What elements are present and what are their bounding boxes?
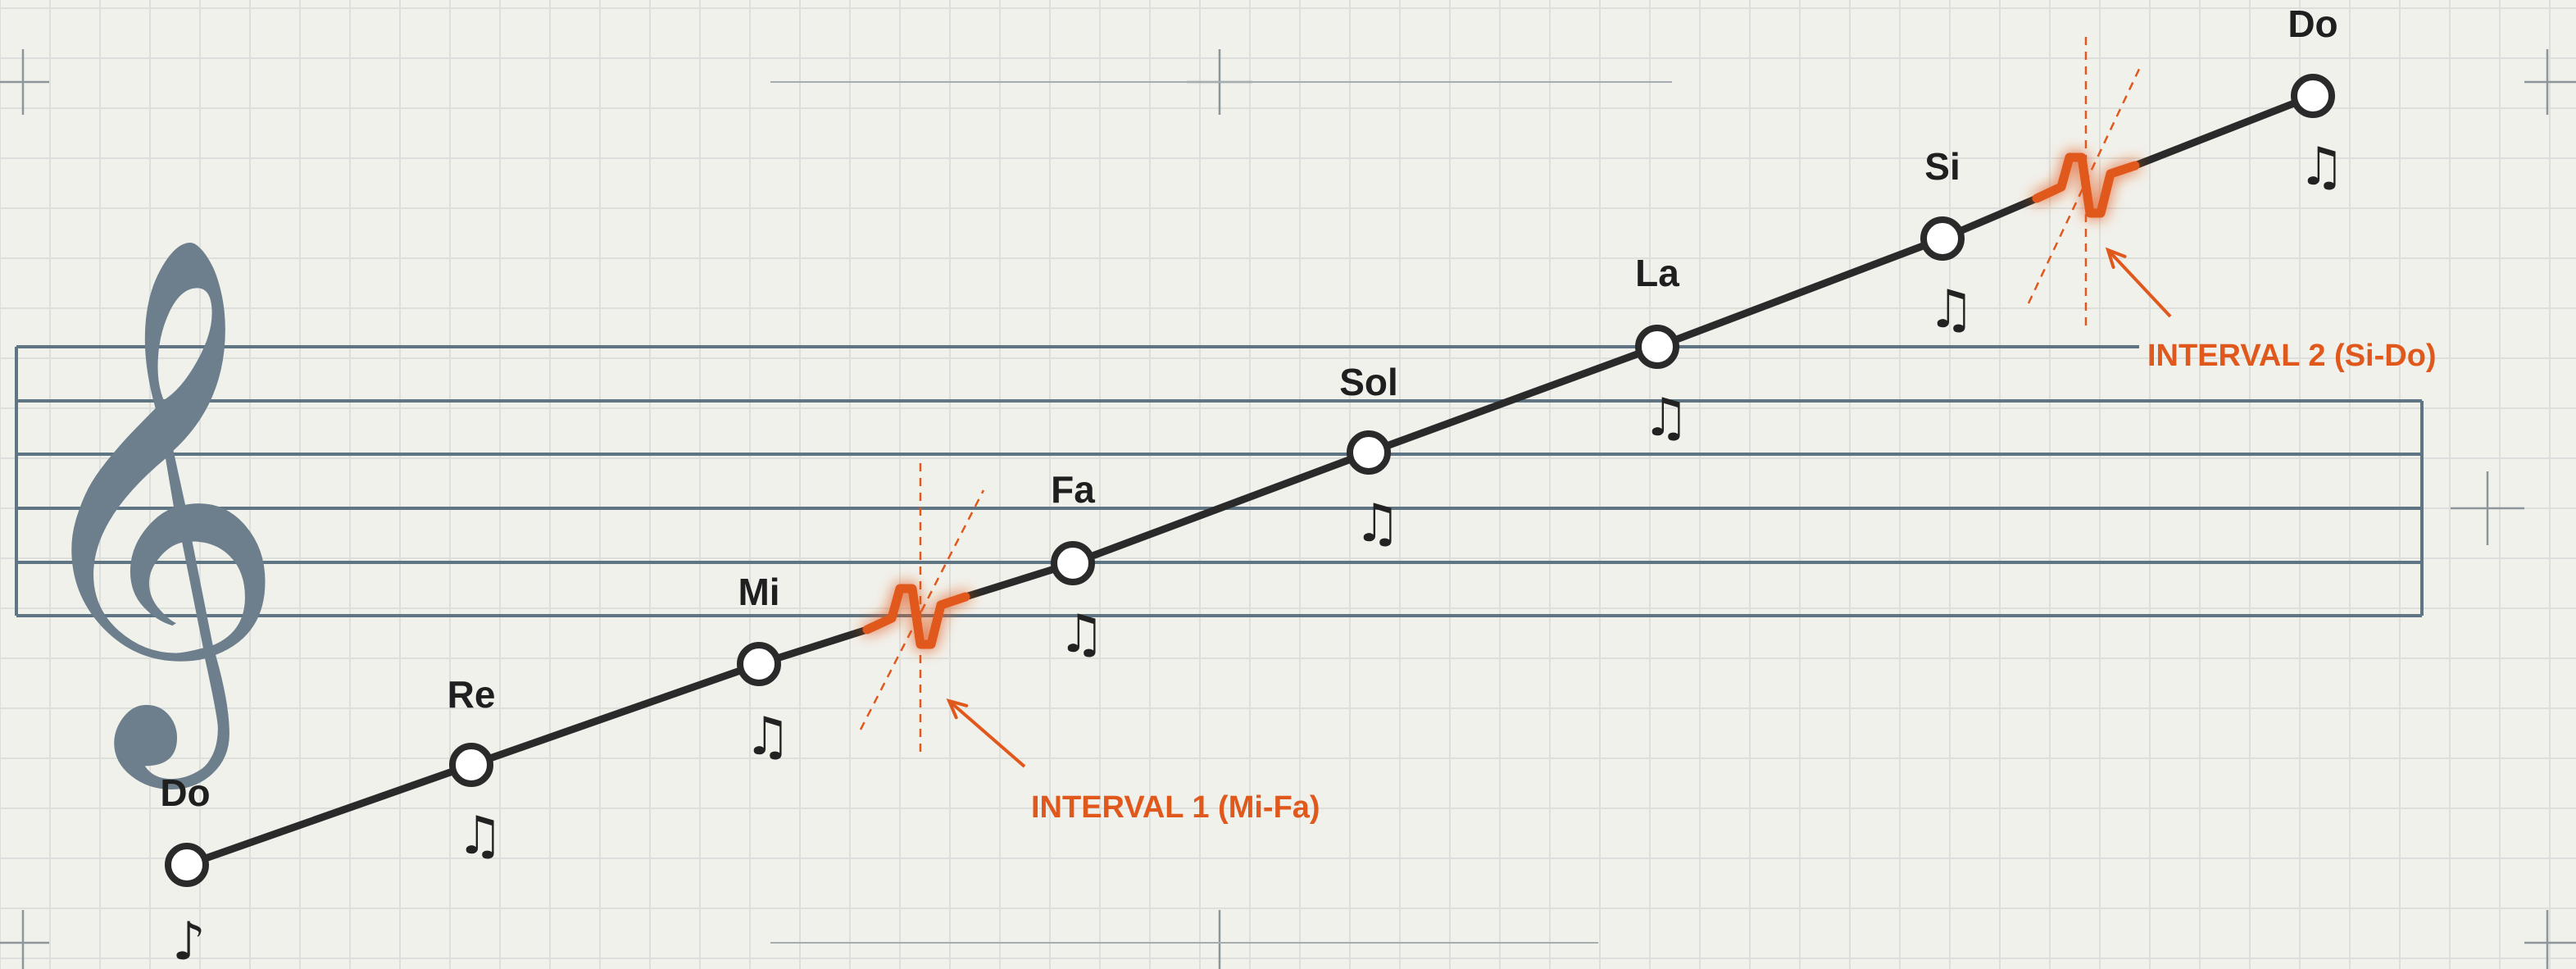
note-node — [737, 642, 781, 686]
note-label: Si — [1924, 145, 1960, 188]
interval-label: INTERVAL 1 (Mi-Fa) — [1031, 790, 1320, 825]
callout-arrow — [947, 699, 1026, 768]
note-node — [449, 743, 493, 787]
arrow-head-icon — [946, 698, 969, 720]
music-note-icon: ♫ — [1058, 604, 1105, 665]
music-staff — [15, 345, 2424, 617]
arrow-head-icon — [2105, 247, 2127, 269]
scale-segment — [1365, 343, 1661, 457]
scale-note: Re ♫ — [448, 673, 504, 867]
music-note-icon: ♫ — [744, 707, 791, 767]
scale-segment — [2131, 92, 2317, 170]
note-node — [1920, 216, 1965, 261]
registration-marks — [0, 49, 2576, 969]
music-note-icon: ♫ — [1928, 280, 1974, 340]
treble-clef-icon: 𝄞 — [16, 230, 288, 792]
scale-segment — [467, 660, 763, 769]
scale-note: La ♫ — [1635, 252, 1689, 448]
scale-note: Mi ♫ — [737, 571, 791, 767]
note-label: Do — [2288, 2, 2337, 45]
interval-callout: INTERVAL 2 (Si-Do) — [2105, 247, 2437, 373]
note-label: Mi — [738, 571, 779, 613]
note-node — [165, 843, 209, 887]
music-note-icon: ♫ — [1642, 388, 1689, 448]
note-label: Re — [448, 673, 496, 716]
interval-zigzag — [2032, 152, 2140, 218]
note-node — [1051, 541, 1095, 585]
music-note-icon: ♫ — [2298, 137, 2345, 198]
interval-callouts: INTERVAL 1 (Mi-Fa) INTERVAL 2 (Si-Do) — [946, 247, 2437, 825]
music-note-icon: ♪ — [172, 912, 206, 969]
scale-segment — [1653, 234, 1947, 351]
scale-note: Do ♪ — [160, 771, 210, 969]
scale-note: Do ♫ — [2288, 2, 2345, 198]
scale-segment — [1069, 448, 1373, 567]
note-label: Fa — [1051, 468, 1095, 511]
note-label: Do — [160, 771, 210, 814]
callout-arrow — [2106, 248, 2172, 318]
scale-note: Fa ♫ — [1051, 468, 1105, 665]
note-label: Sol — [1339, 361, 1398, 403]
scale-notes: Do ♪ Re ♫ Mi ♫ Fa ♫ Sol ♫ La ♫ Si ♫ Do ♫ — [160, 2, 2345, 969]
note-node — [1347, 430, 1391, 475]
interval-segment — [1938, 37, 2317, 332]
interval-guide — [859, 489, 985, 730]
note-label: La — [1635, 252, 1679, 294]
note-node — [2291, 74, 2335, 118]
interval-callout: INTERVAL 1 (Mi-Fa) — [946, 698, 1320, 825]
interval-zigzag — [862, 584, 970, 649]
interval-segment — [755, 463, 1077, 758]
scale-segment — [183, 761, 475, 869]
scale-note: Sol ♫ — [1339, 361, 1401, 554]
note-node — [1635, 325, 1679, 369]
scale-note: Si ♫ — [1920, 145, 1974, 340]
music-note-icon: ♫ — [1354, 494, 1401, 554]
interval-label: INTERVAL 2 (Si-Do) — [2147, 339, 2437, 373]
music-note-icon: ♫ — [457, 806, 503, 867]
